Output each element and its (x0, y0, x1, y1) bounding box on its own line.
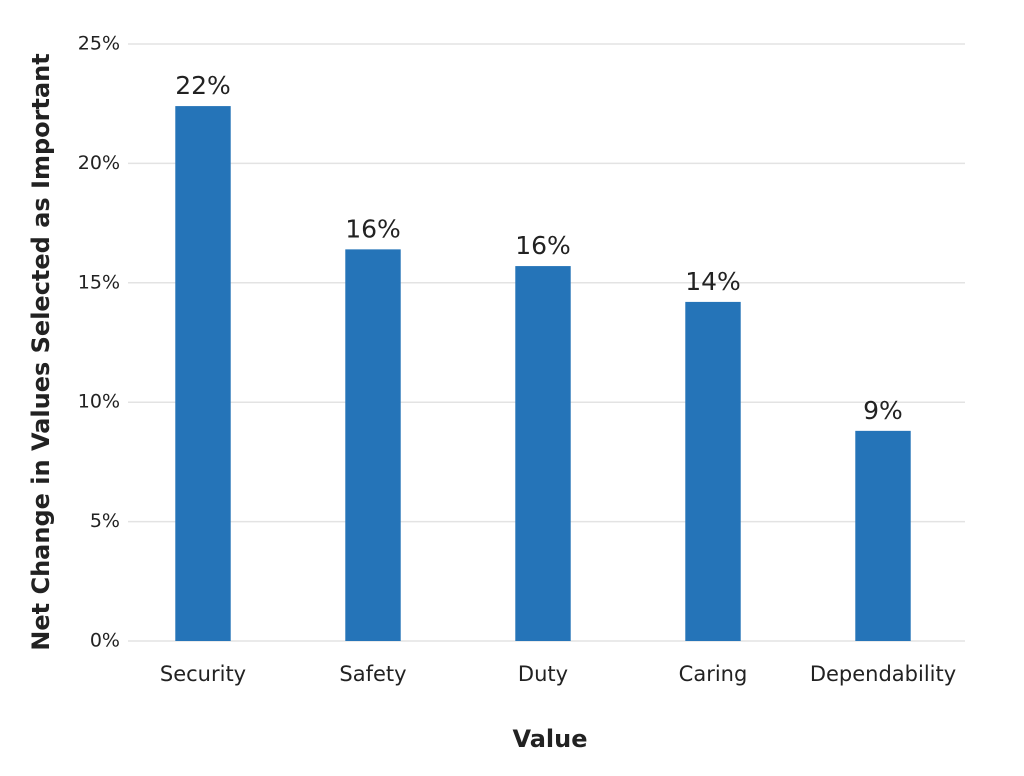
bar (345, 249, 401, 642)
bar (855, 430, 911, 641)
value-label: 16% (515, 231, 571, 260)
x-tick-label: Security (160, 662, 246, 686)
y-tick-label: 15% (78, 271, 120, 293)
bar (685, 301, 741, 641)
value-label: 9% (863, 396, 903, 425)
y-tick-label: 20% (78, 152, 120, 174)
y-tick-label: 5% (90, 510, 120, 532)
x-tick-label: Duty (518, 662, 568, 686)
bar (175, 106, 231, 641)
y-tick-label: 10% (78, 391, 120, 413)
x-tick-label: Dependability (810, 662, 956, 686)
value-label: 14% (685, 267, 741, 296)
value-label: 16% (345, 214, 401, 243)
bar (515, 266, 571, 641)
x-tick-label: Safety (339, 662, 406, 686)
x-tick-label: Caring (679, 662, 748, 686)
value-label: 22% (175, 71, 231, 100)
y-tick-label: 0% (90, 630, 120, 652)
y-tick-label: 25% (78, 33, 120, 55)
y-axis-title: Net Change in Values Selected as Importa… (27, 53, 55, 650)
x-axis-title: Value (512, 725, 587, 753)
